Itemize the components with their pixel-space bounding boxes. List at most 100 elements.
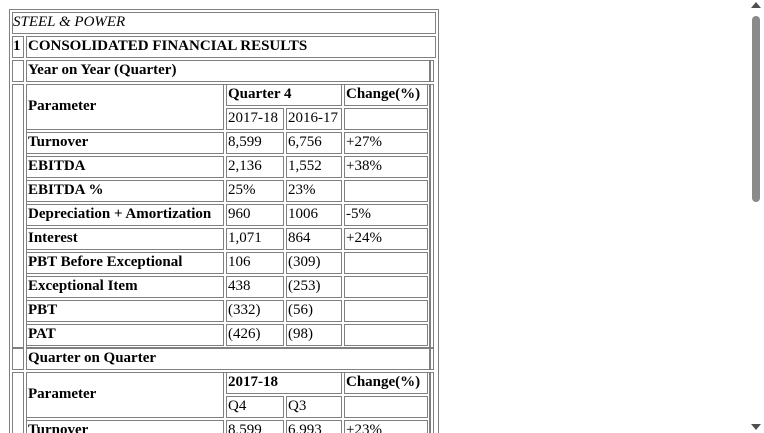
qoq-change-header-cell	[344, 372, 428, 394]
yoy-title-cell	[26, 60, 430, 82]
row-change: +38%	[346, 158, 382, 174]
row-param-label: Depreciation + Amortization	[28, 206, 212, 222]
table-row-value-cell	[286, 276, 342, 298]
arrow-up-icon[interactable]	[751, 2, 761, 8]
row-value-1: (426)	[228, 326, 261, 342]
table-row-change-cell	[344, 180, 428, 202]
table-row-param-cell	[26, 132, 224, 154]
scrollbar-thumb[interactable]	[752, 16, 760, 202]
row-param-label: EBITDA	[28, 158, 86, 174]
qoq-param-header-cell	[26, 372, 224, 418]
table-row-change-cell	[344, 252, 428, 274]
row-value-1: (332)	[228, 302, 261, 318]
table-row-value-cell	[286, 204, 342, 226]
row-value-1: 25%	[228, 182, 256, 198]
row-param-label: PBT	[28, 302, 58, 318]
qoq-title-cell	[26, 348, 430, 370]
qoq-title-edge	[430, 348, 434, 370]
table-row-param-cell	[26, 252, 224, 274]
yoy-title-edge	[430, 60, 434, 82]
indent-cell	[12, 372, 24, 433]
company-name: STEEL & POWER	[13, 14, 126, 30]
yoy-group-header: Quarter 4	[228, 86, 292, 102]
qoq-title: Quarter on Quarter	[28, 350, 157, 366]
row-param-label: Exceptional Item	[28, 278, 138, 294]
table-row-value-cell	[226, 180, 284, 202]
row-change: +23%	[346, 422, 382, 433]
indent-cell	[12, 60, 24, 82]
table-row-param-cell	[26, 300, 224, 322]
row-value-2: 6,993	[288, 422, 322, 433]
table-row-value-cell	[286, 156, 342, 178]
table-row-value-cell	[226, 252, 284, 274]
section-number: 1	[13, 38, 21, 54]
qoq-col2-header-cell	[286, 396, 342, 418]
yoy-table-edge	[430, 84, 434, 348]
table-row-change-cell	[344, 204, 428, 226]
table-row-param-cell	[26, 180, 224, 202]
table-row-change-cell	[344, 324, 428, 346]
row-param-label: PBT Before Exceptional	[28, 254, 183, 270]
row-value-2: 23%	[288, 182, 316, 198]
row-value-1: 8,599	[228, 422, 262, 433]
row-value-2: 864	[288, 230, 311, 246]
row-value-1: 106	[228, 254, 251, 270]
yoy-col1-header-cell	[226, 108, 284, 130]
yoy-col2-header-cell	[286, 108, 342, 130]
vertical-scrollbar[interactable]	[748, 0, 764, 433]
row-param-label: EBITDA %	[28, 182, 104, 198]
row-param-label: Turnover	[28, 422, 89, 433]
table-row-value-cell	[226, 228, 284, 250]
arrow-down-icon[interactable]	[751, 424, 761, 430]
table-row-change-cell	[344, 156, 428, 178]
row-change: +27%	[346, 134, 382, 150]
table-row-value-cell	[226, 132, 284, 154]
table-row-value-cell	[286, 252, 342, 274]
row-value-1: 960	[228, 206, 251, 222]
row-value-1: 8,599	[228, 134, 262, 150]
row-value-2: 6,756	[288, 134, 322, 150]
table-row-value-cell	[226, 276, 284, 298]
section-number-cell	[12, 36, 24, 58]
row-change: -5%	[346, 206, 371, 222]
qoq-param-header: Parameter	[28, 386, 97, 402]
yoy-change-header-cell	[344, 84, 428, 106]
table-row-param-cell	[26, 228, 224, 250]
yoy-col2-header: 2016-17	[288, 110, 338, 126]
table-row-value-cell	[286, 420, 342, 433]
table-row-value-cell	[286, 324, 342, 346]
table-row-value-cell	[286, 180, 342, 202]
row-value-2: 1006	[288, 206, 318, 222]
indent-cell	[12, 348, 24, 370]
row-param-label: PAT	[28, 326, 56, 342]
yoy-group-header-cell	[226, 84, 342, 106]
row-value-1: 1,071	[228, 230, 262, 246]
table-row-change-cell	[344, 300, 428, 322]
section-title: CONSOLIDATED FINANCIAL RESULTS	[28, 38, 308, 54]
table-row-value-cell	[226, 324, 284, 346]
row-value-1: 438	[228, 278, 251, 294]
qoq-group-header-cell	[226, 372, 342, 394]
row-change: +24%	[346, 230, 382, 246]
qoq-table-edge	[430, 372, 434, 433]
qoq-col1-header: Q4	[228, 398, 247, 414]
table-row-change-cell	[344, 228, 428, 250]
table-row-value-cell	[226, 300, 284, 322]
row-value-2: (253)	[288, 278, 321, 294]
table-row-param-cell	[26, 204, 224, 226]
row-param-label: Turnover	[28, 134, 89, 150]
document-viewport: STEEL & POWER 1 CONSOLIDATED FINANCIAL R…	[9, 9, 439, 433]
qoq-group-header: 2017-18	[228, 374, 278, 390]
table-row-param-cell	[26, 156, 224, 178]
table-row-param-cell	[26, 276, 224, 298]
indent-cell	[12, 84, 24, 348]
yoy-param-header-cell	[26, 84, 224, 130]
yoy-change-blank-cell	[344, 108, 428, 130]
section-title-cell	[26, 36, 436, 58]
row-value-2: (98)	[288, 326, 313, 342]
row-value-2: (56)	[288, 302, 313, 318]
yoy-change-header: Change(%)	[346, 86, 421, 102]
table-row-change-cell	[344, 276, 428, 298]
yoy-col1-header: 2017-18	[228, 110, 278, 126]
table-row-value-cell	[226, 204, 284, 226]
